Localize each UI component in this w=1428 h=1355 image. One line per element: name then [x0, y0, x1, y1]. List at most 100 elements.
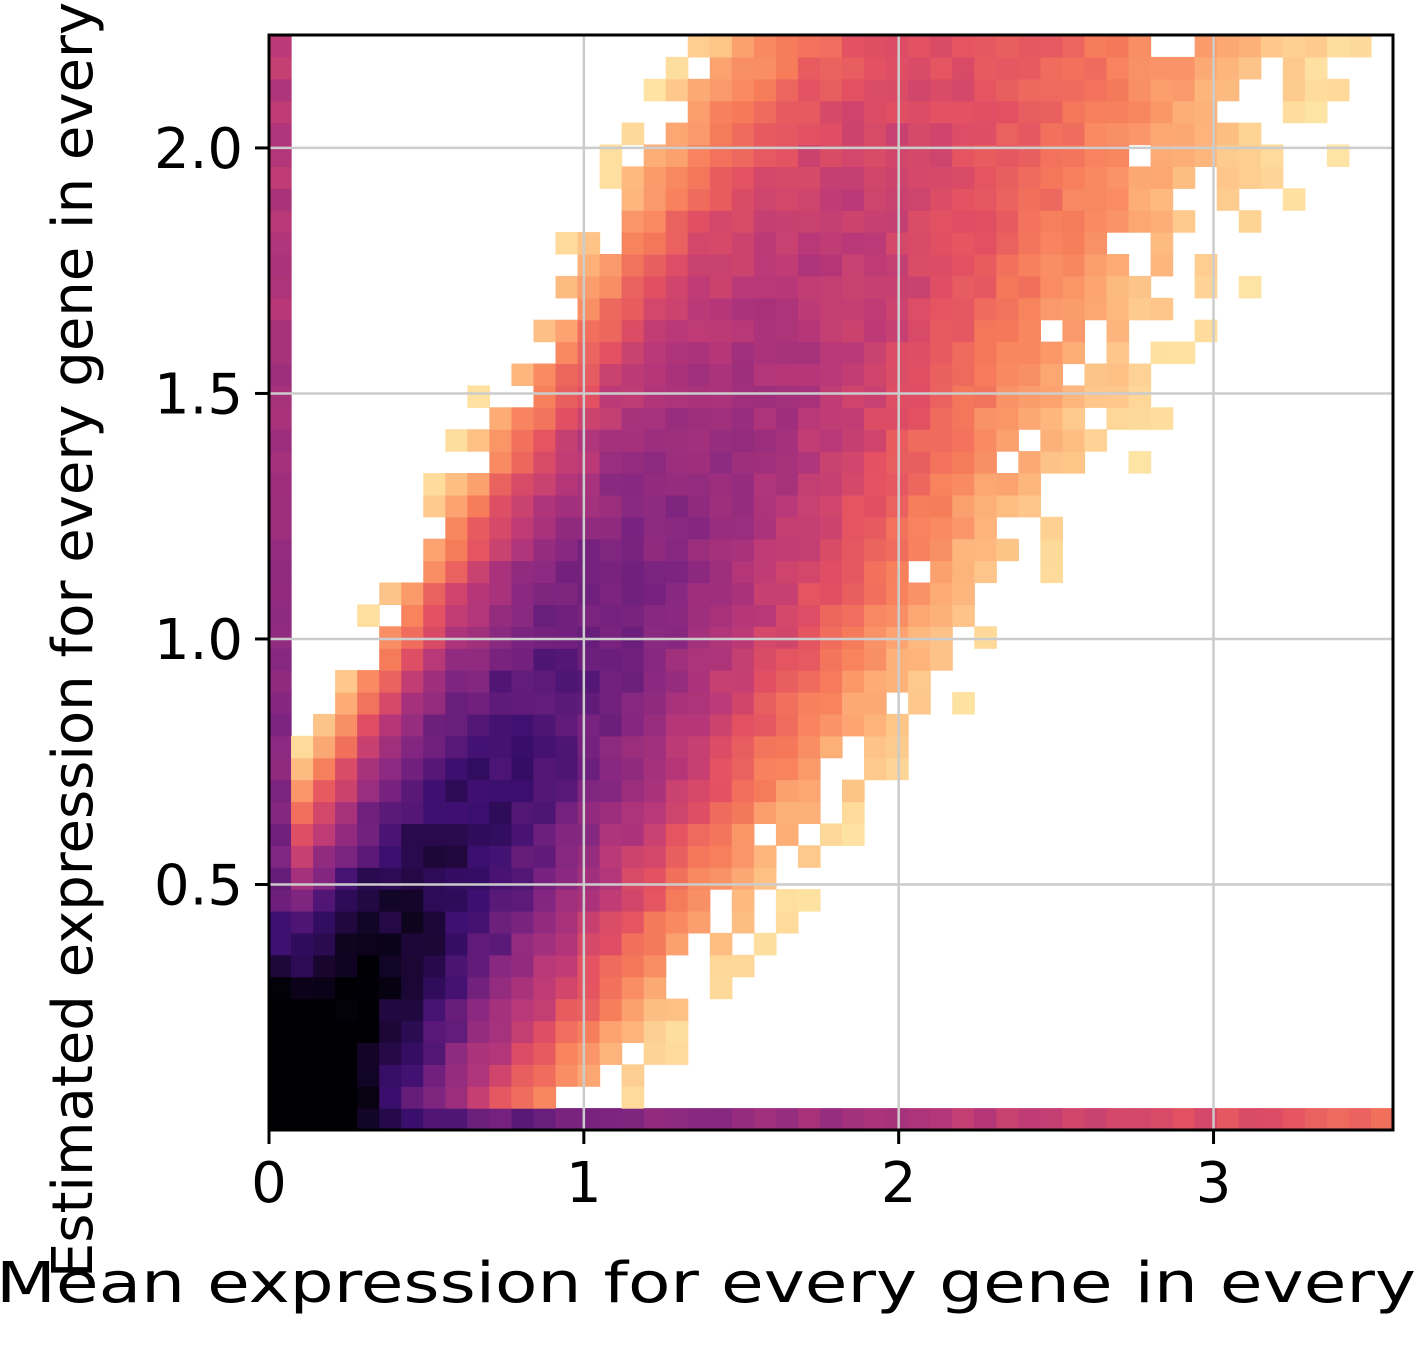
heatmap-cell — [687, 188, 711, 211]
heatmap-cell — [1106, 144, 1130, 167]
heatmap-cell — [1062, 254, 1086, 277]
heatmap-cell — [621, 1064, 645, 1087]
heatmap-cell — [313, 1086, 336, 1109]
heatmap-cell — [665, 144, 689, 167]
heatmap-cell — [687, 801, 711, 824]
heatmap-cell — [731, 735, 755, 759]
heatmap-cell — [1040, 451, 1064, 474]
heatmap-cell — [467, 1042, 490, 1065]
heatmap-cell — [1018, 100, 1041, 124]
heatmap-cell — [842, 78, 865, 102]
heatmap-cell — [511, 407, 535, 430]
heatmap-cell — [467, 385, 490, 408]
heatmap-cell — [489, 845, 513, 868]
heatmap-cell — [665, 560, 689, 584]
heatmap-cell — [819, 144, 843, 167]
heatmap-cell — [1018, 254, 1041, 277]
heatmap-cell — [599, 341, 623, 365]
heatmap-cell — [489, 998, 513, 1022]
heatmap-cell — [930, 210, 953, 233]
heatmap-cell — [511, 932, 535, 956]
heatmap-cell — [687, 604, 711, 627]
heatmap-cell — [291, 845, 314, 868]
heatmap-cell — [577, 538, 601, 562]
heatmap-cell — [599, 998, 623, 1022]
heatmap-cell — [930, 254, 953, 277]
heatmap-cell — [335, 976, 358, 1000]
heatmap-cell — [687, 823, 711, 846]
heatmap-cell — [379, 998, 402, 1022]
heatmap-cell — [1084, 35, 1108, 58]
heatmap-cell — [709, 78, 733, 102]
heatmap-cell — [775, 363, 799, 386]
heatmap-cell — [842, 100, 865, 124]
heatmap-cell — [445, 538, 468, 562]
heatmap-cell — [930, 473, 953, 496]
heatmap-cell — [577, 1020, 601, 1043]
heatmap-cell — [577, 867, 601, 890]
heatmap-cell — [445, 823, 468, 846]
heatmap-cell — [709, 56, 733, 80]
heatmap-cell — [643, 538, 667, 562]
heatmap-cell — [687, 166, 711, 189]
heatmap-cell — [687, 845, 711, 868]
heatmap-cell — [687, 494, 711, 518]
heatmap-cell — [775, 451, 799, 474]
heatmap-cell — [1062, 319, 1086, 343]
heatmap-cell — [775, 166, 799, 189]
heatmap-cell — [401, 998, 424, 1022]
heatmap-cell — [930, 188, 953, 211]
heatmap-cell — [357, 845, 380, 868]
heatmap-cell — [423, 779, 446, 803]
heatmap-cell — [930, 144, 953, 167]
heatmap-cell — [643, 626, 667, 649]
heatmap-cell — [687, 78, 711, 102]
heatmap-cell — [379, 713, 402, 737]
heatmap-cell — [423, 494, 446, 518]
heatmap-cell — [577, 954, 601, 978]
heatmap-cell — [952, 560, 975, 584]
heatmap-cell — [1062, 429, 1086, 452]
heatmap-cell — [577, 1108, 601, 1131]
heatmap-cell — [952, 516, 975, 540]
heatmap-cell — [423, 1020, 446, 1043]
heatmap-cell — [1172, 144, 1196, 167]
heatmap-cell — [687, 779, 711, 803]
heatmap-cell — [974, 560, 997, 584]
heatmap-cell — [489, 538, 513, 562]
heatmap-cell — [709, 319, 733, 343]
heatmap-cell — [797, 845, 821, 868]
heatmap-cell — [996, 319, 1019, 343]
heatmap-cell — [467, 801, 490, 824]
heatmap-cell — [621, 407, 645, 430]
heatmap-cell — [1260, 35, 1284, 58]
heatmap-cell — [665, 626, 689, 649]
heatmap-cell — [1326, 78, 1350, 102]
heatmap-cell — [1172, 122, 1196, 146]
heatmap-cell — [599, 166, 623, 189]
heatmap-cell — [819, 122, 843, 146]
heatmap-cell — [797, 122, 821, 146]
heatmap-cell — [533, 1020, 557, 1043]
heatmap-cell — [952, 363, 975, 386]
heatmap-cell — [1106, 1108, 1130, 1131]
heatmap-cell — [753, 516, 777, 540]
heatmap-cell — [599, 604, 623, 627]
heatmap-cell — [731, 254, 755, 277]
heatmap-cell — [643, 494, 667, 518]
heatmap-cell — [775, 188, 799, 211]
heatmap-cell — [775, 604, 799, 627]
heatmap-cell — [731, 407, 755, 430]
heatmap-cell — [864, 166, 887, 189]
heatmap-cell — [930, 407, 953, 430]
heatmap-cell — [753, 538, 777, 562]
heatmap-cell — [423, 845, 446, 868]
heatmap-cell — [511, 976, 535, 1000]
heatmap-cell — [665, 166, 689, 189]
heatmap-cell — [709, 494, 733, 518]
heatmap-cell — [445, 889, 468, 912]
heatmap-cell — [621, 713, 645, 737]
heatmap-cell — [511, 429, 535, 452]
heatmap-cell — [467, 1086, 490, 1109]
heatmap-cell — [775, 341, 799, 365]
